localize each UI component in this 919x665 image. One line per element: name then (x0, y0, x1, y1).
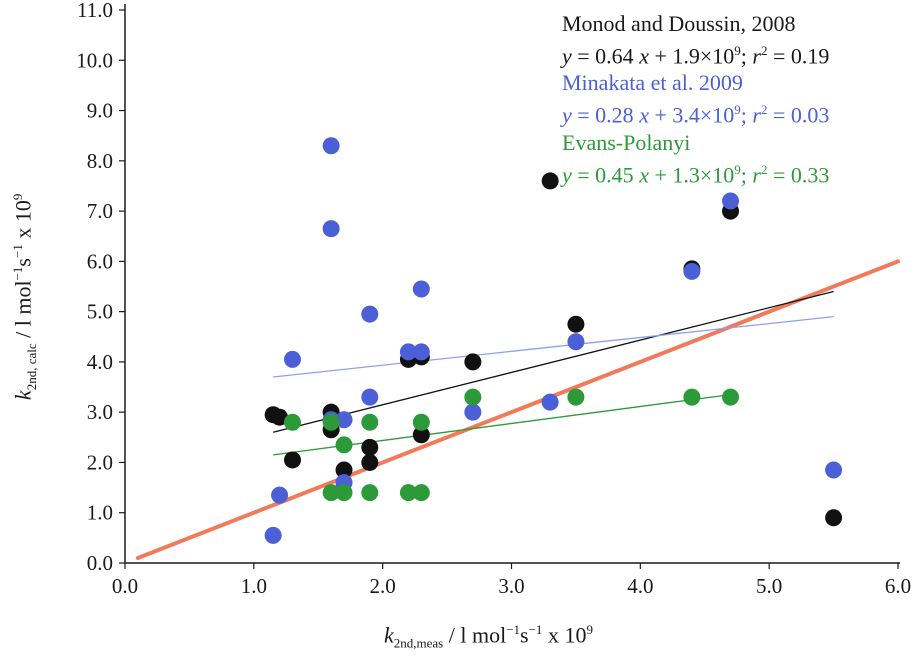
data-point-series-0 (464, 353, 482, 371)
data-point-series-2 (283, 413, 301, 431)
data-point-series-0 (541, 172, 559, 190)
legend-monod-title: Monod and Doussin, 2008 (562, 11, 796, 36)
x-tick-label: 1.0 (241, 574, 267, 598)
data-point-series-2 (361, 413, 379, 431)
fit-lines-group (272, 290, 834, 456)
data-point-series-1 (399, 343, 417, 361)
data-point-series-0 (335, 461, 353, 479)
data-point-series-2 (335, 436, 353, 454)
legend-evans-equation: y = 0.45 x + 1.3×109; r2 = 0.33 (562, 161, 830, 187)
data-point-series-0 (361, 438, 379, 456)
data-point-series-1 (567, 333, 585, 351)
data-point-series-2 (722, 388, 740, 406)
data-point-series-0 (283, 451, 301, 469)
y-tick-label: 8.0 (87, 149, 113, 173)
data-point-series-1 (412, 280, 430, 298)
data-point-series-1 (322, 137, 340, 155)
y-tick-label: 3.0 (87, 400, 113, 424)
fit-line-1 (273, 316, 834, 378)
legend-minakata-title: Minakata et al. 2009 (562, 70, 743, 96)
fit-line-0 (272, 290, 834, 433)
x-tick-label: 2.0 (370, 574, 396, 598)
y-tick-label: 9.0 (87, 99, 113, 123)
data-point-series-2 (361, 484, 379, 502)
y-tick-label: 6.0 (87, 249, 113, 273)
x-tick-label: 4.0 (627, 574, 653, 598)
y-tick-label: 2.0 (87, 450, 113, 474)
identity-line-group (135, 259, 900, 560)
data-point-series-1 (825, 461, 843, 479)
data-point-series-1 (335, 411, 353, 429)
legend-minakata-equation: y = 0.28 x + 3.4×109; r2 = 0.03 (562, 102, 830, 128)
data-point-series-1 (541, 393, 559, 411)
data-point-series-1 (722, 192, 740, 210)
data-point-series-0 (825, 509, 843, 527)
data-point-series-2 (412, 484, 430, 502)
data-point-series-2 (567, 388, 585, 406)
legend-evans-title: Evans-Polanyi (562, 129, 691, 155)
data-point-series-1 (361, 305, 379, 323)
data-point-series-1 (322, 220, 340, 238)
data-point-series-2 (335, 484, 353, 502)
data-point-series-0 (412, 426, 430, 444)
y-tick-label: 1.0 (87, 501, 113, 525)
data-point-series-2 (322, 484, 340, 502)
x-tick-label: 0.0 (112, 574, 138, 598)
tick-labels-group: 0.0 1.0 2.0 3.0 4.0 5.0 6.0 0.0 1.0 2.0 3.0 4.0 5.0 6… (76, 0, 911, 598)
x-tick-label: 3.0 (498, 574, 524, 598)
data-point-series-1 (264, 526, 282, 544)
data-point-series-1 (683, 262, 701, 280)
y-tick-label: 10.0 (76, 48, 113, 72)
y-tick-label: 5.0 (87, 300, 113, 324)
y-axis-label: k2nd, calc / l mol−1s−1 x 109 (10, 193, 39, 401)
data-point-series-2 (322, 413, 340, 431)
data-point-series-1 (271, 486, 289, 504)
data-point-series-2 (412, 413, 430, 431)
legend-monod-equation: y = 0.64 x + 1.9×109; r2 = 0.19 (562, 43, 830, 69)
data-point-series-0 (271, 408, 289, 426)
data-point-series-1 (464, 403, 482, 421)
axes (119, 4, 900, 569)
x-tick-label: 6.0 (885, 574, 911, 598)
data-point-series-0 (361, 453, 379, 471)
data-point-series-2 (399, 484, 417, 502)
points-group (264, 137, 843, 544)
data-point-series-2 (464, 388, 482, 406)
legend: Monod and Doussin, 2008 y = 0.64 x + 1.9… (562, 10, 829, 188)
data-point-series-1 (283, 350, 301, 368)
data-point-series-0 (567, 315, 585, 333)
y-tick-label: 4.0 (87, 350, 113, 374)
y-tick-label: 0.0 (87, 551, 113, 575)
y-tick-label: 7.0 (87, 199, 113, 223)
data-point-series-2 (683, 388, 701, 406)
x-tick-label: 5.0 (756, 574, 782, 598)
identity-line (135, 259, 900, 560)
y-tick-label: 11.0 (77, 0, 113, 22)
data-point-series-1 (412, 343, 430, 361)
x-axis-label: k2nd,meas / l mol−1s−1 x 109 (384, 622, 593, 651)
data-point-series-1 (361, 388, 379, 406)
